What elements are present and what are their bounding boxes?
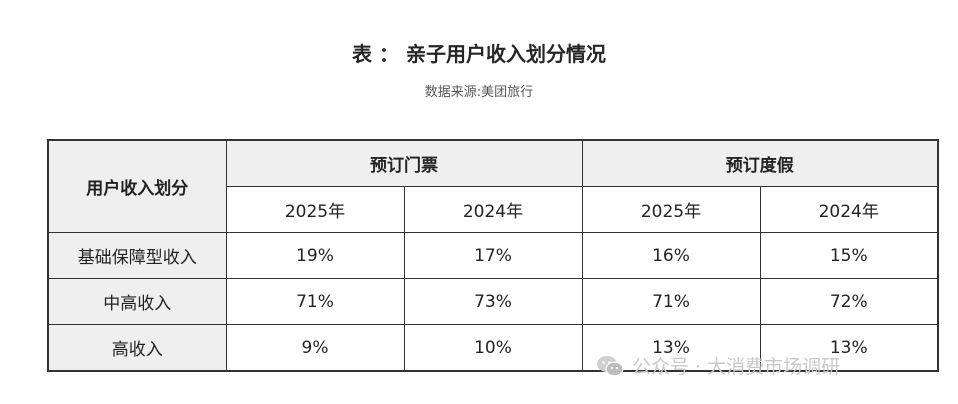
income-table: 用户收入划分 预订门票 预订度假 2025年 2024年 2025年 2024年… — [47, 139, 939, 372]
table-cell: 71% — [581, 278, 761, 325]
watermark-text: 公众号 · 大消费市场调研 — [632, 356, 841, 378]
wechat-icon — [597, 355, 624, 376]
header-row-years: 2025年 2024年 2025年 2024年 — [48, 186, 939, 233]
table-row: 基础保障型收入 19% 17% 16% 15% — [47, 232, 939, 279]
group-header-tickets: 预订门票 — [225, 139, 583, 187]
table-cell: 17% — [403, 232, 583, 279]
table-cell: 71% — [225, 278, 405, 325]
row-label: 基础保障型收入 — [47, 232, 227, 279]
table-title: 表 ： 亲子用户收入划分情况 — [352, 42, 606, 66]
table-cell: 72% — [759, 278, 939, 325]
table-row: 中高收入 71% 73% 71% 72% — [47, 278, 939, 325]
year-header: 2024年 — [759, 186, 939, 233]
group-header-vacation: 预订度假 — [581, 139, 939, 187]
row-label: 中高收入 — [47, 278, 227, 325]
watermark: 公众号 · 大消费市场调研 — [596, 352, 840, 379]
table-cell: 19% — [225, 232, 405, 279]
table-cell: 10% — [403, 324, 583, 372]
data-source: 数据来源:美团旅行 — [424, 85, 534, 100]
table-cell: 15% — [759, 232, 939, 279]
table-cell: 9% — [225, 324, 405, 372]
year-header: 2025年 — [581, 186, 761, 233]
header-row-groups: 用户收入划分 预订门票 预订度假 — [47, 139, 939, 233]
table-cell: 16% — [581, 232, 761, 279]
year-header: 2024年 — [403, 186, 583, 233]
table-cell: 73% — [403, 278, 583, 325]
row-label: 高收入 — [47, 324, 227, 372]
corner-header: 用户收入划分 — [47, 139, 227, 233]
table-cell: 13% — [759, 324, 939, 372]
table-row: 高收入 9% 10% 13% 13% — [47, 324, 939, 372]
year-header: 2025年 — [225, 186, 405, 233]
